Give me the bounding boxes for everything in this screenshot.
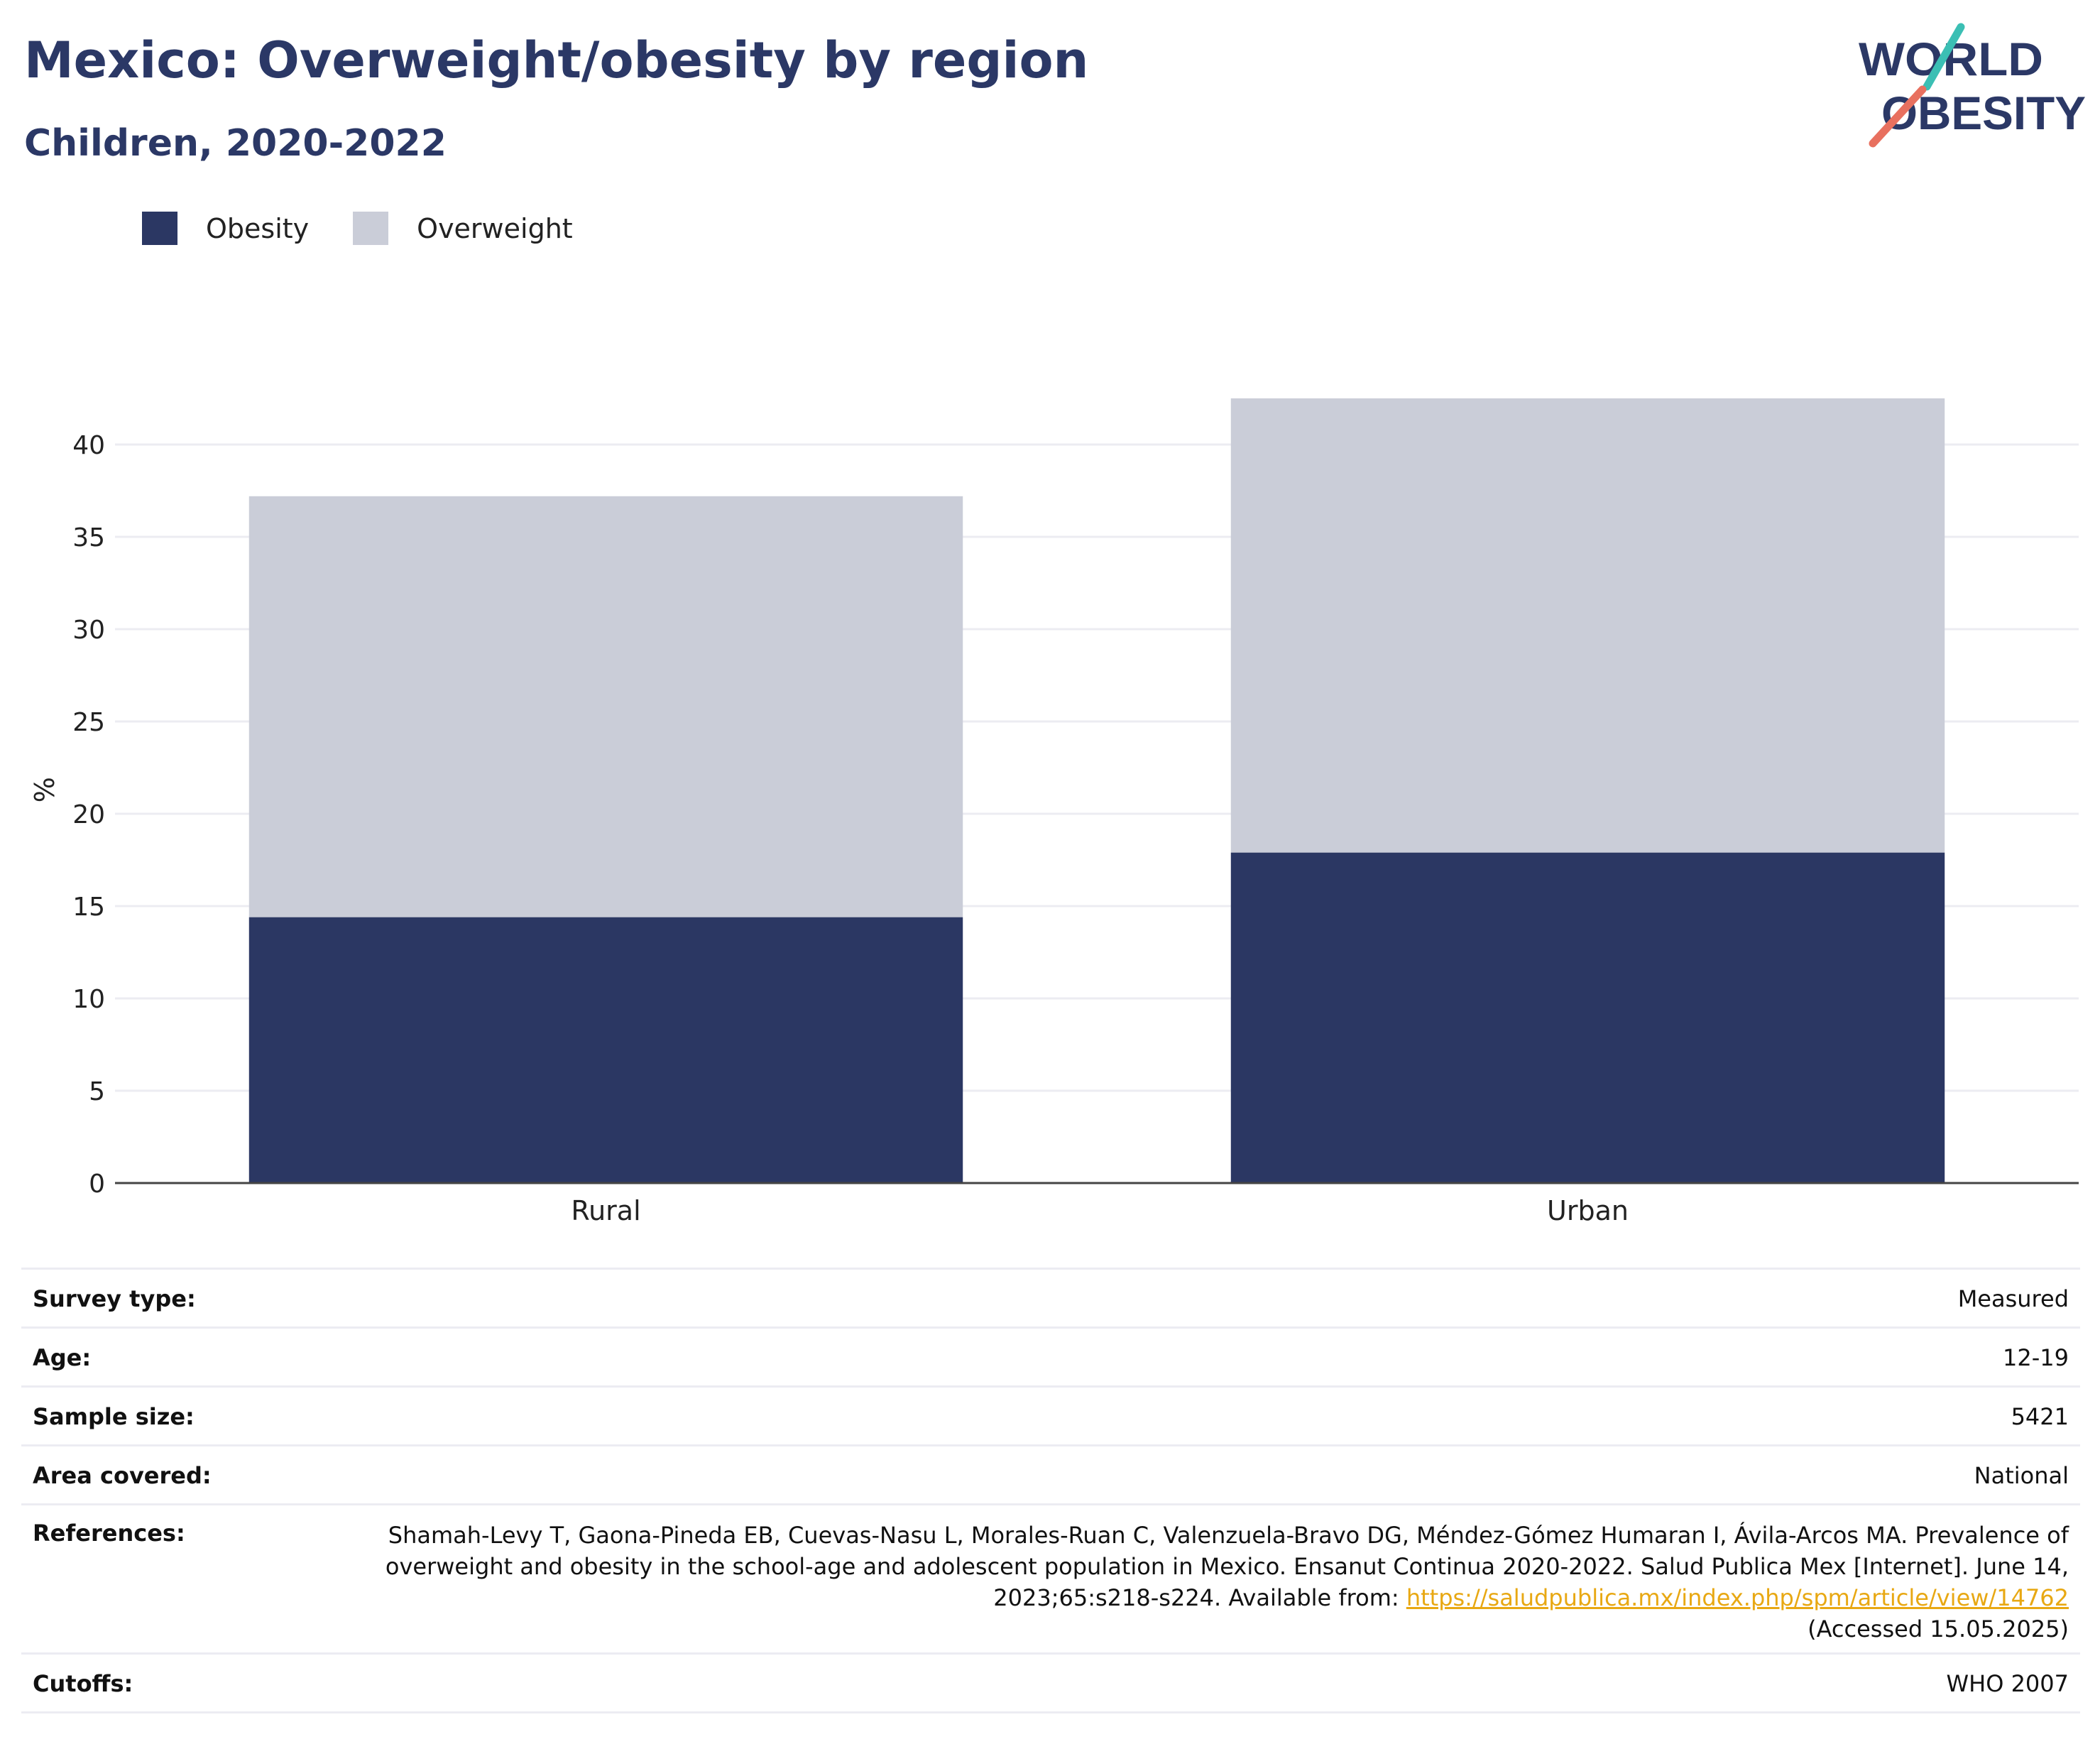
- reference-link[interactable]: https://saludpublica.mx/index.php/spm/ar…: [1406, 1584, 2069, 1611]
- legend-swatch-overweight: [353, 212, 389, 245]
- y-tick-label-40: 40: [72, 431, 105, 460]
- meta-value-sample-size: 5421: [2011, 1403, 2069, 1430]
- chart-title: Mexico: Overweight/obesity by region: [24, 31, 1089, 89]
- legend-item-obesity[interactable]: Obesity: [142, 212, 309, 245]
- meta-label-area-covered: Area covered:: [33, 1462, 212, 1489]
- bar-rural-overweight: [248, 496, 963, 917]
- meta-value-area-covered: National: [1974, 1462, 2069, 1489]
- y-tick-label-0: 0: [89, 1170, 105, 1199]
- meta-label-survey-type: Survey type:: [33, 1285, 196, 1312]
- logo-slash-coral: [1869, 85, 1927, 148]
- y-tick-label-10: 10: [72, 985, 105, 1014]
- reference-text: Shamah-Levy T, Gaona-Pineda EB, Cuevas-N…: [385, 1522, 2069, 1611]
- meta-value-references: Shamah-Levy T, Gaona-Pineda EB, Cuevas-N…: [379, 1520, 2069, 1645]
- meta-label-age: Age:: [33, 1344, 92, 1371]
- logo-line2: OBESITY: [1881, 87, 2086, 139]
- bar-urban-overweight: [1230, 398, 1945, 853]
- y-tick-label-25: 25: [72, 708, 105, 737]
- y-tick-label-20: 20: [72, 800, 105, 829]
- meta-label-sample-size: Sample size:: [33, 1403, 195, 1430]
- meta-row-references: References: Shamah-Levy T, Gaona-Pineda …: [21, 1503, 2080, 1652]
- bar-urban-obesity: [1230, 852, 1945, 1183]
- chart-subtitle: Children, 2020-2022: [24, 122, 447, 165]
- world-obesity-logo: WORLD OBESITY: [1859, 23, 2086, 148]
- stacked-bar-chart: 0 5 10 15 20 25 30 35 40% Rural Urban: [29, 398, 2079, 1226]
- legend-label-overweight: Overweight: [417, 212, 573, 244]
- meta-row-cutoffs: Cutoffs: WHO 2007: [21, 1652, 2080, 1713]
- legend-label-obesity: Obesity: [206, 212, 310, 244]
- survey-metadata-table: Survey type: Measured Age: 12-19 Sample …: [21, 1268, 2080, 1713]
- x-tick-label-urban: Urban: [1547, 1195, 1629, 1226]
- logo-slash-teal: [1923, 23, 1965, 91]
- legend-swatch-obesity: [142, 212, 177, 245]
- y-axis-label: %: [29, 777, 60, 802]
- y-tick-label-30: 30: [72, 616, 105, 645]
- y-tick-label-5: 5: [89, 1077, 105, 1106]
- x-tick-label-rural: Rural: [571, 1195, 640, 1226]
- meta-row-age: Age: 12-19: [21, 1326, 2080, 1385]
- bar-rural-obesity: [248, 917, 963, 1183]
- meta-value-cutoffs: WHO 2007: [1946, 1670, 2069, 1697]
- meta-label-cutoffs: Cutoffs:: [33, 1670, 133, 1697]
- meta-label-references: References:: [33, 1520, 185, 1547]
- meta-row-sample-size: Sample size: 5421: [21, 1385, 2080, 1444]
- y-tick-label-15: 15: [72, 893, 105, 922]
- meta-row-survey-type: Survey type: Measured: [21, 1268, 2080, 1326]
- meta-row-area-covered: Area covered: National: [21, 1444, 2080, 1503]
- reference-accessed: (Accessed 15.05.2025): [1808, 1615, 2069, 1642]
- meta-value-survey-type: Measured: [1957, 1285, 2069, 1312]
- chart-legend: Obesity Overweight: [142, 212, 617, 245]
- meta-value-age: 12-19: [2003, 1344, 2069, 1371]
- legend-item-overweight[interactable]: Overweight: [353, 212, 573, 245]
- y-tick-label-35: 35: [72, 523, 105, 552]
